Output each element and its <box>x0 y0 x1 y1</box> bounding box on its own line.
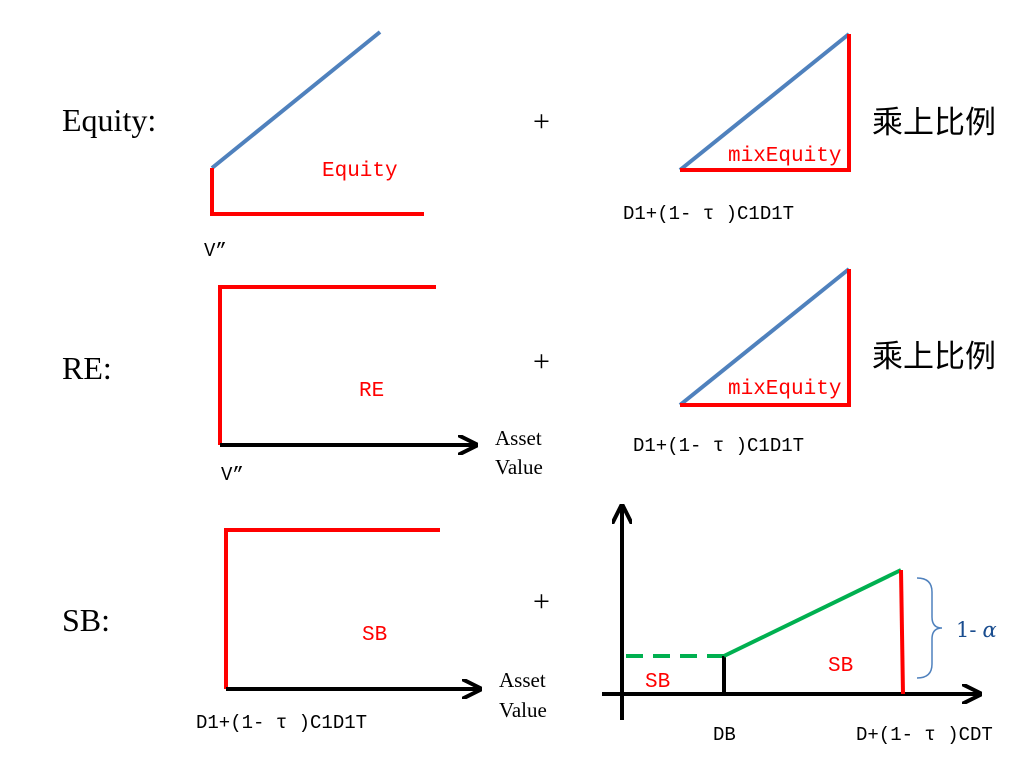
sb-addon-right-label: SB <box>828 655 853 678</box>
re-plus-sign: + <box>533 345 550 378</box>
re-mix-bound-line <box>680 269 851 407</box>
equity-mix-bound-line <box>680 34 851 172</box>
re-row-label: RE: <box>62 350 112 386</box>
sb-payoff-graph: SB D1+(1- τ )C1D1T Asset Value <box>196 528 547 734</box>
sb-addon-db-label: DB <box>713 724 736 746</box>
sb-payoff-label: SB <box>362 624 387 647</box>
equity-scale-note: 乘上比例 <box>872 105 996 141</box>
re-payoff-line <box>218 285 436 445</box>
sb-row-label: SB: <box>62 602 110 638</box>
sb-threshold-label: D1+(1- τ )C1D1T <box>196 712 367 734</box>
equity-payoff-graph: Equity V” <box>204 30 424 262</box>
sb-axis-label-line2: Value <box>499 698 547 722</box>
re-threshold-label: V” <box>221 464 244 486</box>
sb-addon-drop-line <box>899 569 905 695</box>
re-axis-label-line1: Asset <box>495 426 542 450</box>
sb-plus-sign: + <box>533 585 550 618</box>
re-payoff-label: RE <box>359 380 384 403</box>
equity-mix-slope-line <box>678 32 851 172</box>
equity-threshold-label: V” <box>204 240 227 262</box>
re-payoff-graph: RE V” Asset Value <box>218 285 543 486</box>
sb-addon-bracket <box>916 577 943 679</box>
sb-addon-threshold-label: D+(1- τ )CDT <box>856 724 993 746</box>
alpha-symbol: α <box>982 618 996 642</box>
re-mix-equity-graph: mixEquity D1+(1- τ )C1D1T <box>633 267 851 457</box>
re-mix-slope-line <box>678 267 851 407</box>
sb-axis-label-line1: Asset <box>499 668 546 692</box>
sb-addon-slope-line <box>723 568 902 658</box>
equity-row-label: Equity: <box>62 102 156 138</box>
equity-mix-threshold-label: D1+(1- τ )C1D1T <box>623 203 794 225</box>
sb-addon-bracket-prefix: 1- <box>956 618 976 642</box>
re-mix-label: mixEquity <box>728 378 841 401</box>
equity-floor-line <box>210 168 424 216</box>
equity-mix-equity-graph: mixEquity D1+(1- τ )C1D1T <box>623 32 851 225</box>
re-mix-threshold-label: D1+(1- τ )C1D1T <box>633 435 804 457</box>
sb-payoff-line <box>224 528 440 689</box>
re-scale-note: 乘上比例 <box>872 339 996 375</box>
equity-payoff-label: Equity <box>322 160 398 183</box>
sb-addon-bracket-label: 1- α <box>956 618 997 642</box>
equity-mix-label: mixEquity <box>728 145 841 168</box>
sb-addon-graph: SB SB DB D+(1- τ )CDT 1- α <box>602 508 997 746</box>
re-axis-label-line2: Value <box>495 455 543 479</box>
equity-upside-line <box>210 30 382 170</box>
equity-plus-sign: + <box>533 105 550 138</box>
sb-addon-left-label: SB <box>645 671 670 694</box>
